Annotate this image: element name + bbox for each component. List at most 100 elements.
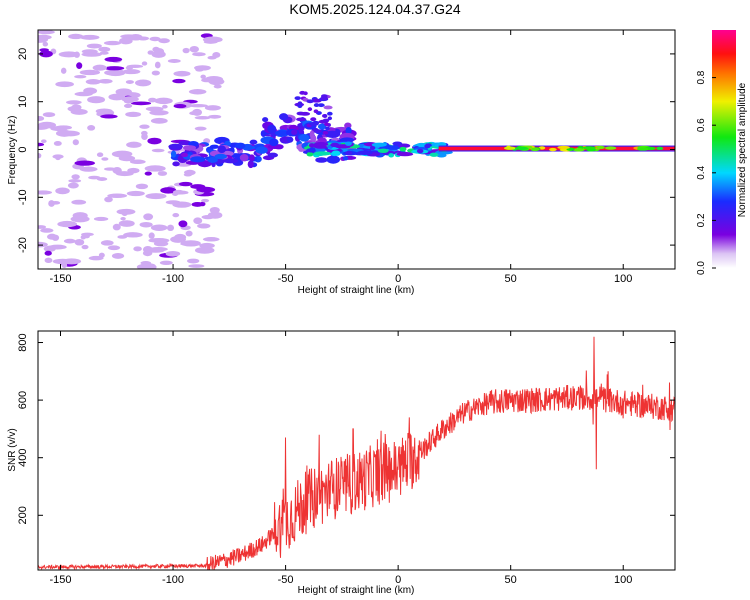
spectrogram-patch bbox=[279, 113, 289, 121]
spectrogram-patch bbox=[196, 186, 216, 193]
spectrogram-patch bbox=[122, 69, 141, 75]
spectrogram-patch bbox=[388, 153, 395, 158]
spectrogram-patch bbox=[42, 112, 56, 118]
spectrogram-patch bbox=[143, 213, 154, 221]
spectrogram-patch bbox=[151, 70, 160, 76]
spectrogram-patch bbox=[144, 171, 152, 176]
spectrogram-patch bbox=[167, 59, 181, 63]
spectrogram-patch bbox=[68, 33, 84, 40]
spectrogram-patch bbox=[260, 130, 267, 137]
spectrogram-patch bbox=[297, 101, 303, 106]
spectrogram-patch bbox=[187, 258, 200, 264]
spectrogram-patch bbox=[85, 79, 101, 85]
spectrogram-patch bbox=[315, 157, 328, 163]
x-tick-label: 100 bbox=[614, 273, 632, 285]
spectrogram-patch bbox=[308, 143, 315, 148]
spectrogram-patch bbox=[98, 252, 105, 258]
x-tick-label: 50 bbox=[505, 273, 517, 285]
spectrogram-patch bbox=[165, 200, 181, 205]
spectrogram-patch bbox=[44, 257, 53, 264]
spectrogram-patch bbox=[190, 156, 206, 163]
spectrogram-patch bbox=[307, 107, 313, 112]
spectrogram-patch bbox=[57, 220, 78, 228]
spectrogram-patch bbox=[147, 137, 162, 145]
spectrogram-patch bbox=[160, 187, 177, 194]
spectrogram-patch bbox=[39, 48, 50, 52]
spectrogram-patch bbox=[188, 104, 208, 108]
spectrogram-patch bbox=[71, 199, 87, 205]
spectrogram-patch bbox=[297, 104, 303, 109]
spectrogram-patch bbox=[173, 70, 191, 77]
chart-title: KOM5.2025.124.04.37.G24 bbox=[289, 1, 460, 17]
spectrogram-patch bbox=[38, 190, 53, 195]
snr-series-line bbox=[38, 336, 675, 570]
spectrogram-patch bbox=[125, 111, 142, 117]
spectrogram-patch bbox=[178, 181, 193, 187]
carrier-line bbox=[438, 146, 675, 151]
spectrogram-patch bbox=[180, 152, 189, 158]
spectrogram-patch bbox=[46, 233, 58, 240]
spectrogram-patch bbox=[255, 146, 268, 154]
spectrogram-patch bbox=[100, 240, 114, 246]
spectrogram-patch bbox=[87, 96, 106, 104]
spectrogram-patch bbox=[144, 165, 166, 172]
spectrogram-patch bbox=[98, 78, 113, 84]
spectrogram-patch bbox=[637, 147, 649, 151]
spectrogram-patch bbox=[76, 62, 83, 70]
spectrogram-patch bbox=[317, 103, 325, 108]
snr-x-label: Height of straight line (km) bbox=[298, 585, 415, 596]
spectrogram-patch bbox=[201, 215, 215, 220]
spectrogram-patch bbox=[399, 146, 407, 152]
spectrogram-patch bbox=[377, 148, 389, 153]
spectrogram-patch bbox=[87, 125, 96, 131]
spectrogram-patch bbox=[605, 146, 617, 150]
spectrogram-patch bbox=[41, 139, 47, 144]
colorbar-ticks: 0.0 0.2 0.4 0.6 0.8 bbox=[696, 70, 716, 275]
spectrogram-patch bbox=[180, 240, 201, 247]
spectrogram-patch bbox=[101, 157, 109, 161]
x-tick-label: -50 bbox=[278, 273, 294, 285]
spectrogram-patch bbox=[313, 103, 320, 108]
spectrogram-patch bbox=[327, 116, 333, 121]
spectrogram-patch bbox=[162, 104, 168, 109]
snr-y-ticks: 200 400 600 800 bbox=[17, 333, 675, 524]
spectrogram-patch bbox=[81, 232, 94, 237]
spectrogram-patch bbox=[119, 37, 133, 45]
spectrogram-patch bbox=[157, 171, 168, 176]
spectrogram-patch bbox=[42, 41, 49, 47]
spectrogram-patch bbox=[52, 258, 73, 265]
spectrogram-patch bbox=[115, 88, 132, 96]
x-tick-label: 0 bbox=[395, 574, 401, 586]
spectrogram-y-label: Frequency (Hz) bbox=[7, 116, 18, 185]
x-tick-label: 50 bbox=[505, 574, 517, 586]
spectrogram-patch bbox=[172, 78, 186, 84]
spectrogram-patch bbox=[340, 137, 355, 143]
spectrogram-patch bbox=[247, 160, 254, 169]
spectrogram-patch bbox=[71, 174, 80, 180]
spectrogram-patch bbox=[415, 142, 428, 148]
colorbar-tick-label: 0.2 bbox=[696, 213, 707, 227]
spectrogram-patch bbox=[313, 142, 329, 147]
snr-frame bbox=[37, 330, 676, 571]
spectrogram-patch bbox=[72, 212, 88, 220]
spectrogram-patch bbox=[313, 109, 319, 114]
y-tick-label: -10 bbox=[17, 189, 29, 205]
spectrogram-patch bbox=[145, 193, 167, 200]
spectrogram-patch bbox=[306, 152, 314, 157]
y-tick-label: 600 bbox=[17, 391, 29, 409]
y-tick-label: 400 bbox=[17, 449, 29, 467]
spectrogram-patch bbox=[296, 117, 307, 122]
spectrogram-patch bbox=[92, 64, 107, 71]
spectrogram-patch bbox=[150, 117, 168, 124]
spectrogram-patch bbox=[514, 146, 528, 150]
spectrogram-patch bbox=[86, 43, 102, 49]
spectrogram-x-label: Height of straight line (km) bbox=[298, 285, 415, 296]
spectrogram-patch bbox=[126, 190, 145, 197]
spectrogram-patch bbox=[200, 74, 206, 79]
spectrogram-patch bbox=[107, 193, 128, 199]
x-tick-label: -150 bbox=[49, 273, 71, 285]
spectrogram-patch bbox=[312, 147, 326, 153]
spectrogram-patch bbox=[173, 235, 180, 242]
spectrogram-patch bbox=[310, 117, 317, 122]
